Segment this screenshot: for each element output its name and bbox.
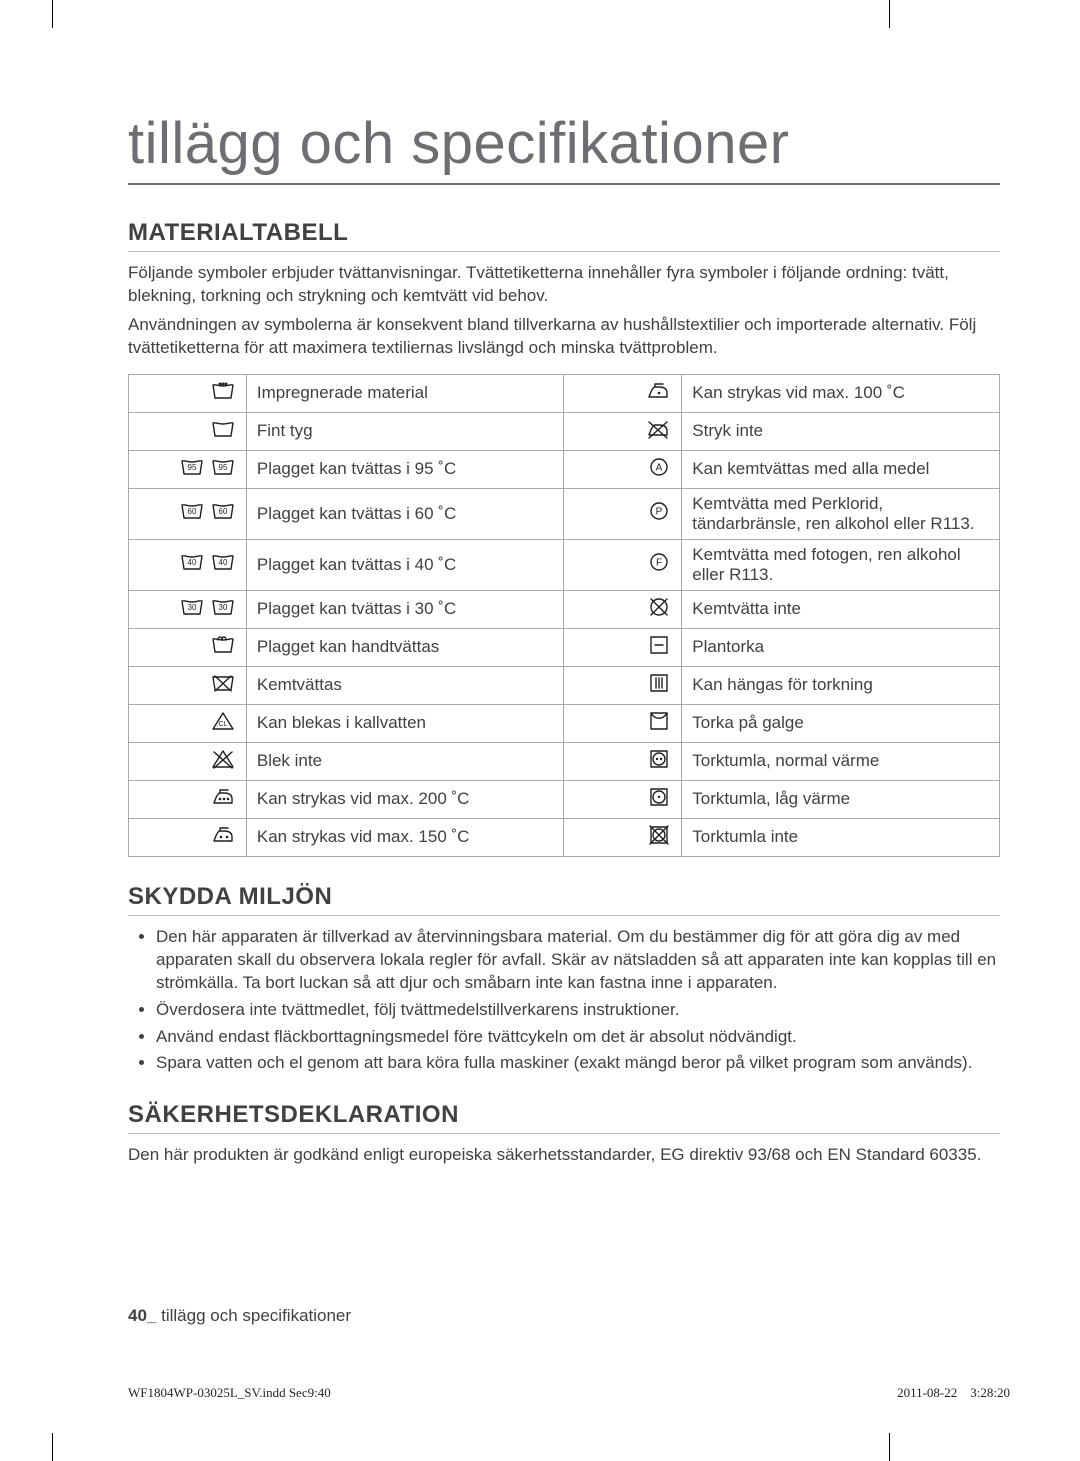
svg-text:P: P xyxy=(656,507,663,518)
care-label: Plantorka xyxy=(682,628,1000,666)
care-icon-circle-p: P xyxy=(564,488,682,539)
table-row: Impregnerade material Kan strykas vid max… xyxy=(129,374,1000,412)
table-row: Fint tyg Stryk inte xyxy=(129,412,1000,450)
care-label: Kemtvätta inte xyxy=(682,590,1000,628)
care-label: Plagget kan tvättas i 30 ˚C xyxy=(246,590,564,628)
care-label: Torktumla, normal värme xyxy=(682,742,1000,780)
care-label: Kemtvätta med fotogen, ren alkohol eller… xyxy=(682,539,1000,590)
care-icon-circle-a: A xyxy=(564,450,682,488)
care-label: Plagget kan tvättas i 95 ˚C xyxy=(246,450,564,488)
svg-text:40: 40 xyxy=(218,558,227,567)
care-label: Torka på galge xyxy=(682,704,1000,742)
environment-list: Den här apparaten är tillverkad av återv… xyxy=(128,926,1000,1076)
care-label: Kan strykas vid max. 150 ˚C xyxy=(246,818,564,856)
page-footer-text: tillägg och specifikationer xyxy=(161,1306,351,1325)
care-icon-bleach-x xyxy=(129,742,247,780)
intro-paragraph-1: Följande symboler erbjuder tvättanvisnin… xyxy=(128,262,1000,308)
care-icon-tumble-1 xyxy=(564,780,682,818)
table-row: Blek inte Torktumla, normal värme xyxy=(129,742,1000,780)
heading-safety: SÄKERHETSDEKLARATION xyxy=(128,1101,1000,1134)
table-row: Plagget kan handtvättas Plantorka xyxy=(129,628,1000,666)
svg-text:30: 30 xyxy=(218,603,227,612)
care-icon-tub-40: 40 40 xyxy=(129,539,247,590)
care-icon-bleach: CL xyxy=(129,704,247,742)
list-item: Den här apparaten är tillverkad av återv… xyxy=(156,926,1000,995)
intro-paragraph-2: Användningen av symbolerna är konsekvent… xyxy=(128,314,1000,360)
care-label: Stryk inte xyxy=(682,412,1000,450)
care-icon-drip xyxy=(564,666,682,704)
care-label: Kan hängas för torkning xyxy=(682,666,1000,704)
care-label: Fint tyg xyxy=(246,412,564,450)
care-label: Impregnerade material xyxy=(246,374,564,412)
page-number: 40_ xyxy=(128,1306,156,1325)
care-icon-tub-60: 60 60 xyxy=(129,488,247,539)
care-label: Kemtvätta med Perklorid, tändarbränsle, … xyxy=(682,488,1000,539)
table-row: 60 60Plagget kan tvättas i 60 ˚CPKemtvät… xyxy=(129,488,1000,539)
svg-text:40: 40 xyxy=(188,558,197,567)
heading-environment: SKYDDA MILJÖN xyxy=(128,883,1000,916)
care-label: Torktumla inte xyxy=(682,818,1000,856)
care-icon-tub-dots xyxy=(129,374,247,412)
care-icon-hang xyxy=(564,704,682,742)
table-row: CL Kan blekas i kallvatten Torka på galge xyxy=(129,704,1000,742)
svg-text:F: F xyxy=(656,558,662,569)
table-row: Kemtvättas Kan hängas för torkning xyxy=(129,666,1000,704)
print-date: 2011-08-22 xyxy=(897,1385,957,1400)
material-table: Impregnerade material Kan strykas vid max… xyxy=(128,374,1000,857)
care-icon-iron-3 xyxy=(129,780,247,818)
care-label: Blek inte xyxy=(246,742,564,780)
table-row: 40 40Plagget kan tvättas i 40 ˚CFKemtvät… xyxy=(129,539,1000,590)
print-file: WF1804WP-03025L_SV.indd Sec9:40 xyxy=(128,1385,331,1401)
care-icon-tumble-x xyxy=(564,818,682,856)
print-time: 3:28:20 xyxy=(970,1385,1010,1400)
svg-text:95: 95 xyxy=(218,463,227,472)
table-row: Kan strykas vid max. 200 ˚C Torktumla, lå… xyxy=(129,780,1000,818)
care-icon-hand xyxy=(129,628,247,666)
care-label: Plagget kan tvättas i 60 ˚C xyxy=(246,488,564,539)
list-item: Använd endast fläckborttagningsmedel för… xyxy=(156,1026,1000,1049)
care-icon-flat xyxy=(564,628,682,666)
safety-text: Den här produkten är godkänd enligt euro… xyxy=(128,1144,1000,1167)
heading-material: MATERIALTABELL xyxy=(128,219,1000,252)
list-item: Spara vatten och el genom att bara köra … xyxy=(156,1052,1000,1075)
page-number-footer: 40_ tillägg och specifikationer xyxy=(128,1306,351,1326)
care-label: Torktumla, låg värme xyxy=(682,780,1000,818)
svg-text:CL: CL xyxy=(218,721,227,728)
care-icon-tub-30: 30 30 xyxy=(129,590,247,628)
svg-text:60: 60 xyxy=(218,507,227,516)
care-label: Plagget kan tvättas i 40 ˚C xyxy=(246,539,564,590)
table-row: Kan strykas vid max. 150 ˚C Torktumla int… xyxy=(129,818,1000,856)
care-label: Kan kemtvättas med alla medel xyxy=(682,450,1000,488)
page-title: tillägg och specifikationer xyxy=(128,110,1000,185)
care-label: Kan strykas vid max. 100 ˚C xyxy=(682,374,1000,412)
care-label: Plagget kan handtvättas xyxy=(246,628,564,666)
print-footer: WF1804WP-03025L_SV.indd Sec9:40 2011-08-… xyxy=(128,1385,1010,1401)
care-icon-tub-plain xyxy=(129,412,247,450)
svg-text:30: 30 xyxy=(188,603,197,612)
care-icon-tub-95: 95 95 xyxy=(129,450,247,488)
care-icon-iron-1 xyxy=(564,374,682,412)
care-label: Kan blekas i kallvatten xyxy=(246,704,564,742)
care-icon-iron-2 xyxy=(129,818,247,856)
svg-text:A: A xyxy=(656,462,663,473)
care-icon-tumble-2 xyxy=(564,742,682,780)
svg-text:95: 95 xyxy=(188,463,197,472)
table-row: 95 95Plagget kan tvättas i 95 ˚CAKan kem… xyxy=(129,450,1000,488)
svg-text:60: 60 xyxy=(188,507,197,516)
table-row: 30 30Plagget kan tvättas i 30 ˚CKemtvätt… xyxy=(129,590,1000,628)
list-item: Överdosera inte tvättmedlet, följ tvättm… xyxy=(156,999,1000,1022)
care-icon-circle-x xyxy=(564,590,682,628)
care-icon-tub-x xyxy=(129,666,247,704)
care-label: Kemtvättas xyxy=(246,666,564,704)
care-icon-circle-f: F xyxy=(564,539,682,590)
care-label: Kan strykas vid max. 200 ˚C xyxy=(246,780,564,818)
care-icon-iron-x xyxy=(564,412,682,450)
